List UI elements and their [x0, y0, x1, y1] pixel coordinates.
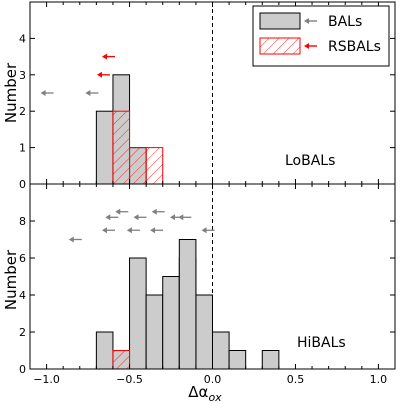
arrow-head — [40, 90, 46, 96]
lobal-limit-arrow — [85, 90, 99, 96]
hibal-panel: 0 2 4 6 8 −1.0 −0.5 0.0 0.5 1.0 — [19, 183, 396, 386]
lobal-limit-arrow — [101, 53, 115, 60]
hibal-y-tick-label: 2 — [19, 326, 26, 339]
legend-label-rsbals: RSBALs — [328, 39, 381, 55]
arrow-head — [115, 208, 121, 215]
legend-swatch-bals — [259, 12, 301, 30]
hibal-y-tick-label: 6 — [19, 252, 26, 265]
legend-arrow-rsbals — [304, 43, 317, 49]
hibal-limit-arrow — [101, 227, 115, 234]
hibal-bal-bar — [129, 257, 147, 370]
hibal-bal-bar — [212, 331, 230, 370]
y-axis-title: Number — [2, 62, 20, 123]
lobal-limit-arrow — [97, 71, 110, 78]
legend-swatch-rsbals — [259, 37, 301, 55]
panel-label-lobals: LoBALs — [285, 153, 335, 169]
lobal-y-tick-label: 4 — [19, 32, 26, 45]
arrow-head — [201, 227, 207, 234]
hibal-bal-bar — [95, 331, 114, 370]
hibal-limit-arrow — [126, 227, 140, 234]
hibal-x-tick-label: 0.5 — [287, 373, 305, 386]
hibal-x-tick-label: −0.5 — [116, 373, 143, 386]
hibal-bal-bar — [195, 294, 213, 370]
lobal-y-tick-label: 1 — [19, 142, 26, 155]
x-axis-title-main: Δα — [188, 383, 208, 401]
hibal-limit-arrow — [201, 227, 215, 234]
arrow-head — [126, 227, 132, 234]
hibal-bal-bar — [261, 350, 280, 370]
y-axis-title-bottom: Number — [2, 249, 20, 310]
hibal-x-tick-label: −1.0 — [33, 373, 60, 386]
arrow-head — [101, 227, 107, 234]
hibal-limit-arrow — [105, 214, 119, 221]
arrow-head — [170, 214, 175, 221]
lobal-panel: 0 1 2 3 4 — [19, 1, 396, 191]
lobal-y-tick-label: 3 — [19, 69, 26, 82]
hibal-limit-arrow — [115, 208, 129, 215]
hibal-limit-arrow — [133, 214, 147, 221]
lobal-rsbal-bar — [145, 147, 164, 185]
lobal-y-tick-label: 2 — [19, 105, 26, 118]
arrow-head — [105, 214, 111, 221]
arrow-head — [178, 214, 184, 221]
arrow-head — [85, 90, 91, 96]
lobal-rsbal-bar — [112, 110, 131, 185]
lobal-y-tick-label: 0 — [19, 178, 26, 191]
arrow-head — [68, 236, 74, 243]
x-axis-title: Δαox — [188, 383, 222, 404]
arrow-head — [151, 208, 157, 215]
x-axis-title-sub: ox — [208, 391, 222, 404]
legend-arrow-bals — [304, 18, 317, 24]
lobal-limit-arrow — [40, 90, 54, 96]
hibal-bal-bar — [228, 350, 247, 370]
arrow-head — [101, 53, 107, 60]
lobal-bal-bar — [95, 110, 114, 185]
legend-label-bals: BALs — [328, 14, 362, 30]
hibal-limit-arrow — [68, 236, 82, 243]
hibal-x-tick-label: 0.0 — [204, 373, 222, 386]
hibal-x-tick-label: 1.0 — [370, 373, 388, 386]
legend: BALs RSBALs — [252, 5, 390, 67]
hibal-bal-bar — [178, 239, 197, 370]
arrow-head — [150, 227, 156, 234]
arrow-head — [133, 214, 139, 221]
hibal-limit-arrow — [178, 214, 192, 221]
lobal-rsbal-bar — [129, 147, 147, 185]
hibal-limit-arrow — [151, 208, 165, 215]
arrow-head — [97, 71, 102, 78]
hibal-limit-arrow — [150, 227, 164, 234]
hibal-y-tick-label: 4 — [19, 289, 26, 302]
hibal-bal-bar — [162, 276, 180, 370]
hibal-y-tick-label: 8 — [19, 215, 26, 228]
hibal-bal-bar — [145, 294, 164, 370]
panel-label-hibals: HiBALs — [297, 335, 346, 351]
hibal-y-tick-label: 0 — [19, 363, 26, 376]
hibal-rsbal-bar — [112, 350, 131, 370]
